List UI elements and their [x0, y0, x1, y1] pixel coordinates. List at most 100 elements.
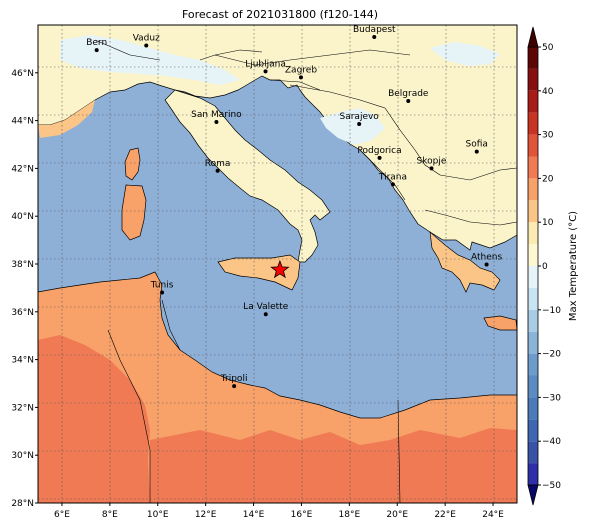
colorbar-segment: [528, 375, 538, 398]
city-label: Sarajevo: [340, 112, 380, 122]
city-dot: [474, 149, 479, 154]
lon-tick-label: 16°E: [291, 510, 313, 520]
lat-tick-label: 30°N: [11, 451, 34, 461]
colorbar-segment: [528, 112, 538, 135]
city-dot: [160, 290, 165, 295]
city-dot: [390, 182, 395, 187]
city-dot: [357, 121, 362, 126]
colorbar-segment: [528, 156, 538, 179]
lon-tick-label: 6°E: [54, 510, 70, 520]
city-dot: [263, 69, 268, 74]
lat-tick-label: 40°N: [11, 212, 34, 222]
warm-patch-north: [38, 100, 95, 138]
colorbar-segment: [528, 441, 538, 464]
heat-core-west: [38, 335, 150, 503]
colorbar-tick-label: 40: [542, 87, 554, 97]
country-borders: [94, 39, 517, 503]
city-label: Vaduz: [133, 34, 160, 44]
colorbar-tick-label: 30: [542, 131, 554, 141]
city-label: Belgrade: [388, 89, 429, 99]
lat-tick-label: 46°N: [11, 69, 34, 79]
lon-tick-label: 12°E: [195, 510, 217, 520]
colorbar-tick-label: 50: [542, 43, 554, 53]
lat-tick-label: 34°N: [11, 356, 34, 366]
city-label: Sofia: [466, 140, 488, 150]
cold-patch-balkans: [320, 108, 385, 145]
city-dot: [377, 155, 382, 160]
latitude-axis: 28°N 30°N 32°N 34°N 36°N 38°N 40°N 42°N 44°N 46°N: [11, 69, 38, 509]
lon-tick-label: 24°E: [482, 510, 504, 520]
lon-tick-label: 22°E: [434, 510, 456, 520]
city-dot: [263, 312, 268, 317]
colorbar-tick-label: −40: [542, 437, 561, 447]
lat-tick-label: 42°N: [11, 164, 34, 174]
city-dot: [484, 262, 489, 267]
lat-tick-label: 38°N: [11, 260, 34, 270]
figure-title: Forecast of 2021031800 (f120-144): [182, 8, 378, 21]
city-dot: [429, 166, 434, 171]
star-marker: [270, 259, 290, 279]
colorbar-segment: [528, 200, 538, 223]
colorbar-label: Max Temperature (°C): [568, 211, 579, 321]
city-dot: [214, 120, 219, 125]
lon-tick-label: 14°E: [243, 510, 265, 520]
city-dot: [406, 99, 411, 104]
corsica-land: [124, 147, 141, 181]
city-dot: [215, 168, 220, 173]
city-label: Skopje: [417, 156, 447, 166]
colorbar-segment: [528, 222, 538, 245]
colorbar-segment: [528, 68, 538, 91]
lat-tick-label: 44°N: [11, 117, 34, 127]
cold-patch-carpathian: [430, 42, 500, 66]
colorbar-segment: [528, 287, 538, 310]
city-dot: [232, 384, 237, 389]
colorbar-segment: [528, 331, 538, 354]
city-label: Bern: [86, 38, 107, 48]
city-label: Tirana: [378, 172, 407, 182]
crete-land: [483, 315, 517, 331]
city-label: Budapest: [353, 25, 396, 35]
heat-core-central: [150, 428, 517, 503]
longitude-axis: 6°E 8°E 10°E 12°E 14°E 16°E 18°E 20°E 22°E 24°E: [54, 503, 504, 520]
city-label: Tripoli: [220, 374, 248, 384]
colorbar-segment: [528, 134, 538, 157]
sardinia-land: [121, 184, 147, 241]
colorbar-segment: [528, 244, 538, 266]
lon-tick-label: 8°E: [102, 510, 118, 520]
colorbar-segment: [528, 266, 538, 288]
colorbar-segment: [528, 419, 538, 442]
colorbar-segment: [528, 353, 538, 376]
colorbar-tick-label: −20: [542, 350, 561, 360]
city-dot: [144, 43, 149, 48]
colorbar-tick-label: 0: [542, 262, 548, 272]
colorbar-tick-label: 20: [542, 174, 554, 184]
colorbar-segment: [528, 90, 538, 113]
colorbar-tick-label: −30: [542, 393, 561, 403]
city-label: Roma: [205, 159, 231, 169]
colorbar: 50 40 30 20 10 0 −10 −20 −30 −40 −50: [527, 26, 561, 506]
colorbar-segment: [528, 309, 538, 332]
lon-tick-label: 10°E: [147, 510, 169, 520]
city-label: Ljubljana: [245, 59, 286, 69]
city-label: Athens: [471, 252, 502, 262]
lon-tick-label: 20°E: [386, 510, 408, 520]
colorbar-segment: [528, 178, 538, 201]
city-dot: [372, 34, 377, 39]
colorbar-extend-max: [527, 26, 539, 48]
cold-patch-alps: [60, 35, 240, 85]
colorbar-segment: [528, 397, 538, 420]
city-label: San Marino: [191, 110, 242, 120]
colorbar-tick-label: −10: [542, 306, 561, 316]
greece-land: [429, 231, 501, 293]
city-label: La Valette: [243, 302, 288, 312]
colorbar-tick-label: 10: [542, 218, 554, 228]
lon-tick-label: 18°E: [339, 510, 361, 520]
colorbar-extend-min: [527, 484, 539, 506]
city-label: Podgorica: [357, 146, 401, 156]
lat-tick-label: 32°N: [11, 403, 34, 413]
lat-tick-label: 36°N: [11, 308, 34, 318]
city-dot: [94, 48, 99, 53]
city-label: Tunis: [150, 280, 174, 290]
